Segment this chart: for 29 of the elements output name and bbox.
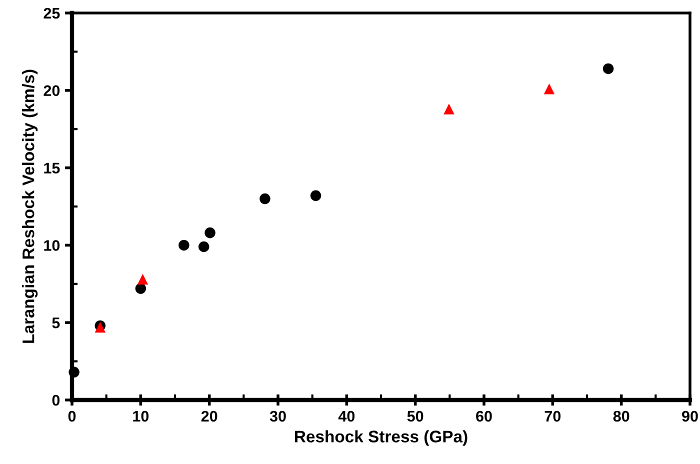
- x-tick-label: 10: [133, 410, 149, 422]
- x-tick-label: 80: [613, 410, 630, 422]
- y-tick-label: 25: [44, 8, 60, 19]
- x-tick-label: 60: [476, 410, 492, 422]
- x-axis-title: Reshock Stress (GPa): [295, 430, 468, 446]
- point: [68, 366, 80, 378]
- x-tick-label: 70: [544, 410, 561, 422]
- y-tick-label: 5: [52, 318, 60, 328]
- y-tick-label: 15: [44, 162, 60, 174]
- y-axis-title: Larangian Reshock Velocity (km/s): [22, 70, 38, 343]
- x-tick-label: 50: [407, 410, 424, 422]
- point: [260, 193, 270, 204]
- point: [544, 83, 555, 94]
- point: [444, 104, 454, 114]
- point: [198, 241, 210, 252]
- y-tick-label: 10: [44, 240, 60, 251]
- y-tick-label: 20: [44, 85, 60, 96]
- x-tick-label: 20: [201, 410, 218, 422]
- x-tick-label: 30: [270, 410, 286, 422]
- point: [602, 63, 614, 74]
- point: [137, 274, 148, 285]
- point: [310, 190, 322, 202]
- x-tick-label: 90: [682, 410, 698, 422]
- x-tick-label: 40: [338, 410, 355, 422]
- point: [135, 283, 146, 294]
- point: [204, 227, 216, 238]
- x-tick-label: 0: [68, 410, 76, 422]
- y-tick-label: 0: [52, 394, 60, 406]
- point: [178, 240, 190, 251]
